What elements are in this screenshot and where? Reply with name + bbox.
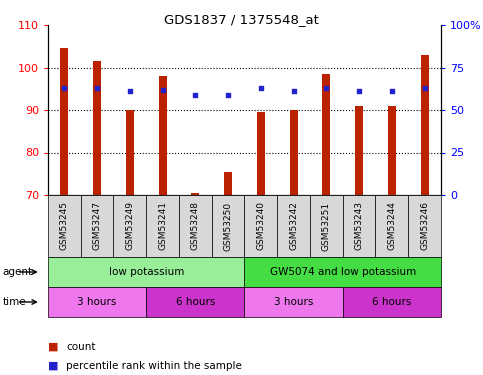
Text: 3 hours: 3 hours <box>77 297 117 307</box>
Text: GSM53243: GSM53243 <box>355 201 364 250</box>
Point <box>323 85 330 91</box>
Text: GW5074 and low potassium: GW5074 and low potassium <box>270 267 416 277</box>
Text: ■: ■ <box>48 361 58 371</box>
Point <box>192 92 199 98</box>
Text: GDS1837 / 1375548_at: GDS1837 / 1375548_at <box>164 13 319 26</box>
Text: GSM53248: GSM53248 <box>191 201 200 250</box>
Point <box>290 88 298 94</box>
Bar <box>322 74 330 195</box>
Bar <box>289 110 298 195</box>
Text: GSM53245: GSM53245 <box>60 201 69 250</box>
Text: GSM53250: GSM53250 <box>224 201 233 250</box>
Text: count: count <box>66 342 96 352</box>
Text: 6 hours: 6 hours <box>176 297 215 307</box>
Point <box>93 85 101 91</box>
Point <box>355 88 363 94</box>
Bar <box>158 76 167 195</box>
Text: GSM53241: GSM53241 <box>158 201 167 250</box>
Text: GSM53242: GSM53242 <box>289 202 298 250</box>
Bar <box>191 193 199 195</box>
Bar <box>388 106 396 195</box>
Bar <box>421 55 429 195</box>
Text: GSM53246: GSM53246 <box>420 201 429 250</box>
Point <box>126 88 134 94</box>
Bar <box>126 110 134 195</box>
Text: GSM53247: GSM53247 <box>93 201 101 250</box>
Text: low potassium: low potassium <box>109 267 184 277</box>
Point <box>224 92 232 98</box>
Point <box>159 87 167 93</box>
Bar <box>60 48 69 195</box>
Text: 3 hours: 3 hours <box>274 297 313 307</box>
Text: time: time <box>2 297 26 307</box>
Text: GSM53251: GSM53251 <box>322 201 331 250</box>
Point <box>388 88 396 94</box>
Point <box>60 85 68 91</box>
Text: agent: agent <box>2 267 32 277</box>
Text: 6 hours: 6 hours <box>372 297 412 307</box>
Bar <box>355 106 363 195</box>
Text: GSM53240: GSM53240 <box>256 201 265 250</box>
Bar <box>93 61 101 195</box>
Bar <box>224 172 232 195</box>
Point <box>421 85 428 91</box>
Text: percentile rank within the sample: percentile rank within the sample <box>66 361 242 371</box>
Bar <box>257 112 265 195</box>
Text: GSM53244: GSM53244 <box>387 202 397 250</box>
Text: ■: ■ <box>48 342 58 352</box>
Text: GSM53249: GSM53249 <box>126 201 134 250</box>
Point <box>257 85 265 91</box>
